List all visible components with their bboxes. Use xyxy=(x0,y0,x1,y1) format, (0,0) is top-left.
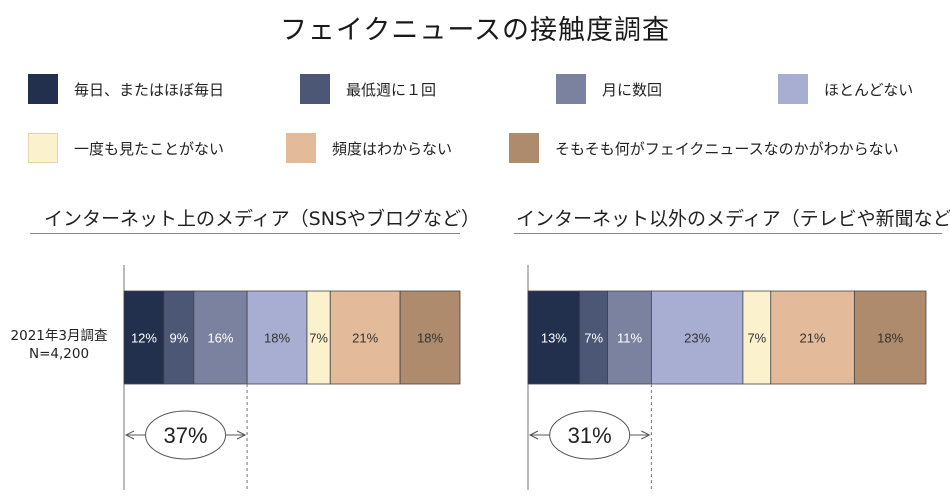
panel-rule-internet xyxy=(30,233,460,234)
legend-swatch-dont-know-what xyxy=(509,133,539,163)
legend-swatch-rarely xyxy=(778,74,808,104)
row-label-survey: 2021年3月調査 N=4,200 xyxy=(0,327,118,363)
bar-segment-internet-daily xyxy=(123,290,165,385)
legend-item-rarely: ほとんどない xyxy=(778,74,913,104)
annotation-arrowhead-right-non-internet xyxy=(641,430,651,440)
legend-item-dont-know-what: そもそも何がフェイクニュースなのかがわからない xyxy=(509,133,899,163)
annotation-ellipse-internet xyxy=(145,410,227,460)
bar-segment-internet-unknown-frequency xyxy=(329,290,401,385)
legend-label-unknown-frequency: 頻度はわからない xyxy=(332,139,453,158)
bar-segment-internet-dont-know-what xyxy=(399,290,461,385)
legend-label-weekly: 最低週に１回 xyxy=(346,80,437,99)
bar-label-non-internet-daily: 13% xyxy=(541,331,567,346)
annotation-label-non-internet: 31% xyxy=(568,423,612,448)
bar-segment-non-internet-never xyxy=(742,290,772,385)
bar-label-internet-dont-know-what: 18% xyxy=(417,331,443,346)
bar-segment-non-internet-rarely xyxy=(650,290,744,385)
bar-label-internet-never: 7% xyxy=(309,331,328,346)
panel-title-non-internet: インターネット以外のメディア（テレビや新聞など） xyxy=(516,208,950,230)
bar-segment-internet-monthly xyxy=(193,290,248,385)
legend-label-never: 一度も見たことがない xyxy=(74,139,225,158)
legend-label-daily: 毎日、またはほぼ毎日 xyxy=(74,80,225,99)
bar-segment-non-internet-dont-know-what xyxy=(853,290,927,385)
legend-item-weekly: 最低週に１回 xyxy=(300,74,436,104)
bar-label-internet-rarely: 18% xyxy=(264,331,290,346)
bar-segment-non-internet-weekly xyxy=(579,290,608,385)
annotation-label-internet: 37% xyxy=(164,423,208,448)
bar-label-non-internet-dont-know-what: 18% xyxy=(877,331,903,346)
bar-label-internet-unknown-frequency: 21% xyxy=(352,331,378,346)
legend-swatch-never xyxy=(28,133,58,163)
bar-segment-internet-rarely xyxy=(246,290,308,385)
legend-item-monthly: 月に数回 xyxy=(556,74,662,104)
annotation-ellipse-non-internet xyxy=(549,410,631,460)
bar-segment-non-internet-unknown-frequency xyxy=(770,290,855,385)
legend-item-daily: 毎日、またはほぼ毎日 xyxy=(28,74,224,104)
row-label-sample-size: N=4,200 xyxy=(28,346,90,362)
legend-swatch-unknown-frequency xyxy=(286,133,316,163)
legend-item-unknown-frequency: 頻度はわからない xyxy=(286,133,452,163)
legend-swatch-daily xyxy=(28,74,58,104)
row-label-survey-date: 2021年3月調査 xyxy=(10,328,108,344)
bar-label-internet-monthly: 16% xyxy=(207,331,233,346)
legend-label-monthly: 月に数回 xyxy=(602,80,663,99)
bar-label-internet-daily: 12% xyxy=(131,331,157,346)
annotation-arrowhead-left-internet xyxy=(124,430,135,440)
bar-label-internet-weekly: 9% xyxy=(169,331,188,346)
legend-item-never: 一度も見たことがない xyxy=(28,133,224,163)
panel-title-internet: インターネット上のメディア（SNSやブログなど） xyxy=(44,208,481,230)
legend-label-dont-know-what: そもそも何がフェイクニュースなのかがわからない xyxy=(555,139,899,158)
legend-swatch-monthly xyxy=(556,74,586,104)
annotation-arrowhead-left-non-internet xyxy=(528,430,539,440)
legend-swatch-weekly xyxy=(300,74,330,104)
panel-rule-non-internet xyxy=(514,233,942,234)
chart-title: フェイクニュースの接触度調査 xyxy=(279,15,671,46)
bar-label-non-internet-monthly: 11% xyxy=(617,331,642,346)
bar-segment-non-internet-daily xyxy=(527,290,581,385)
bar-label-non-internet-rarely: 23% xyxy=(684,331,710,346)
bar-label-non-internet-unknown-frequency: 21% xyxy=(800,331,826,346)
bar-label-non-internet-never: 7% xyxy=(747,331,766,346)
bar-segment-internet-weekly xyxy=(163,290,195,385)
bar-label-non-internet-weekly: 7% xyxy=(584,331,603,346)
annotation-arrowhead-right-internet xyxy=(236,430,247,440)
legend-label-rarely: ほとんどない xyxy=(824,80,914,99)
